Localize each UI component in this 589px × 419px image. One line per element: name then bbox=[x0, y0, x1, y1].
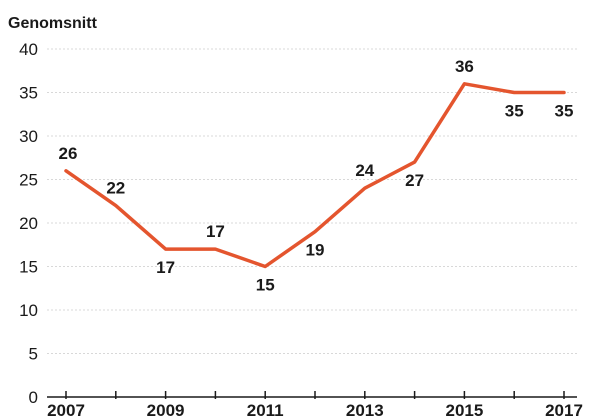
x-tick-label: 2009 bbox=[147, 401, 185, 419]
x-axis-ticks: 2007 2009 2011 2013 2015 2017 bbox=[47, 401, 583, 419]
x-tick-label: 2011 bbox=[247, 401, 284, 419]
data-label: 36 bbox=[455, 57, 474, 76]
y-axis-ticks: 0 5 10 15 20 25 30 35 40 bbox=[19, 40, 38, 407]
grid-lines bbox=[47, 48, 577, 354]
x-tick-label: 2007 bbox=[47, 401, 85, 419]
y-tick-label: 0 bbox=[29, 388, 38, 407]
y-tick-label: 15 bbox=[19, 258, 38, 277]
data-label: 17 bbox=[156, 258, 175, 277]
y-axis-label: Genomsnitt bbox=[8, 15, 98, 32]
y-tick-label: 40 bbox=[19, 40, 38, 59]
x-tick-label: 2015 bbox=[445, 401, 483, 419]
x-tick-label: 2017 bbox=[545, 401, 583, 419]
data-label: 17 bbox=[206, 222, 225, 241]
data-label: 26 bbox=[59, 144, 78, 163]
x-axis bbox=[47, 391, 577, 399]
data-label: 15 bbox=[256, 276, 275, 295]
data-label: 35 bbox=[505, 102, 524, 121]
y-tick-label: 10 bbox=[19, 301, 38, 320]
y-tick-label: 5 bbox=[29, 345, 38, 364]
y-tick-label: 20 bbox=[19, 214, 38, 233]
y-tick-label: 30 bbox=[19, 127, 38, 146]
data-label: 22 bbox=[106, 179, 125, 198]
y-tick-label: 25 bbox=[19, 171, 38, 190]
data-label: 19 bbox=[306, 241, 325, 260]
data-label: 24 bbox=[355, 161, 374, 180]
data-label: 35 bbox=[555, 102, 574, 121]
series-group bbox=[64, 82, 566, 269]
y-tick-label: 35 bbox=[19, 84, 38, 103]
x-tick-label: 2013 bbox=[346, 401, 384, 419]
series-line bbox=[64, 82, 566, 269]
data-labels: 26 22 17 17 15 19 24 27 36 35 35 bbox=[59, 57, 574, 295]
data-label: 27 bbox=[405, 171, 424, 190]
